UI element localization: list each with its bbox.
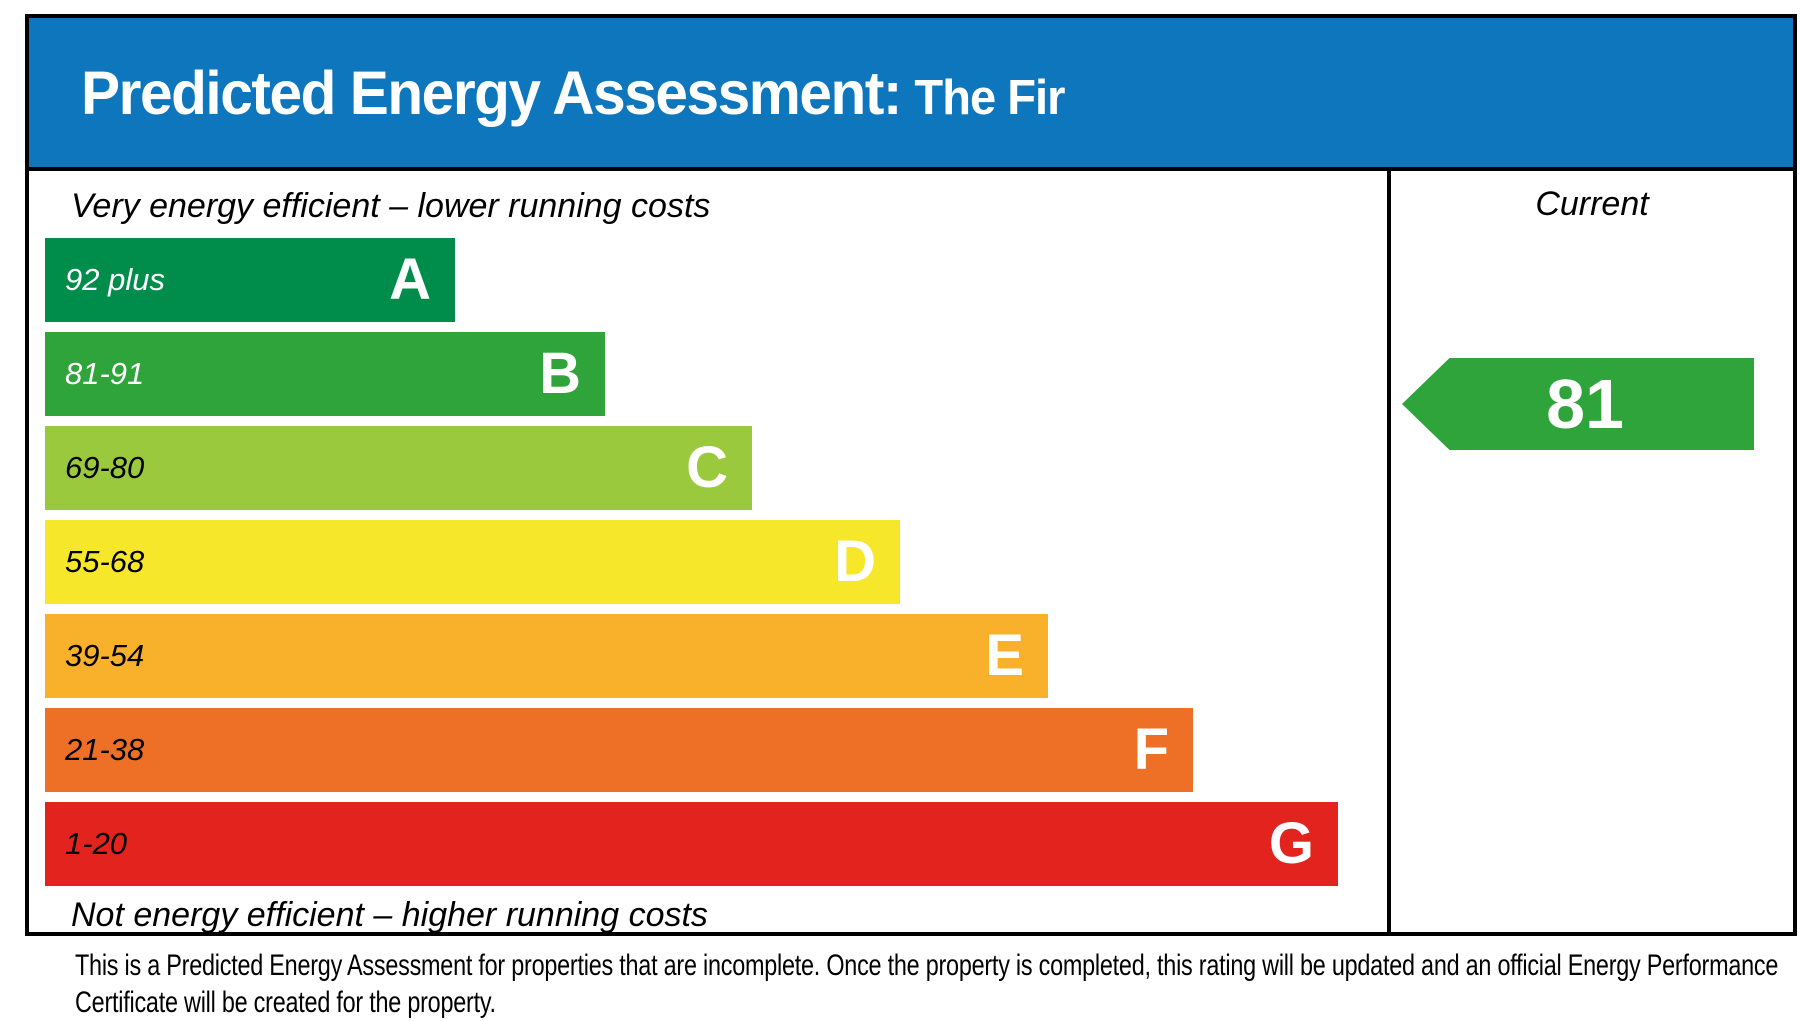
- scale-bottom-caption: Not energy efficient – higher running co…: [71, 896, 708, 934]
- band-range-label: 39-54: [65, 638, 145, 673]
- footer-line-1: This is a Predicted Energy Assessment fo…: [75, 949, 1779, 982]
- band-range-label: 55-68: [65, 544, 145, 579]
- band-range-label: 81-91: [65, 356, 145, 391]
- epc-header-bar: Predicted Energy Assessment: The Fir: [29, 18, 1793, 171]
- epc-chart-panel: Predicted Energy Assessment: The Fir Very…: [25, 14, 1797, 936]
- page-title: Predicted Energy Assessment: The Fir: [81, 58, 1065, 128]
- band-range-label: 69-80: [65, 450, 145, 485]
- epc-bands: 92 plus A 81-91 B 69-80 C 55-68 D 39-54 E 21-38 F 1-…: [45, 238, 1387, 886]
- band-letter: E: [985, 623, 1024, 688]
- epc-band-d: 55-68 D: [45, 520, 900, 604]
- band-range-label: 92 plus: [65, 262, 165, 297]
- current-rating-column: Current 81: [1387, 171, 1793, 932]
- footer-line-2: Certificate will be created for the prop…: [75, 986, 496, 1019]
- current-column-header: Current: [1535, 185, 1649, 223]
- epc-band-c: 69-80 C: [45, 426, 752, 510]
- page-title-property-name: The Fir: [914, 70, 1065, 125]
- epc-band-a: 92 plus A: [45, 238, 455, 322]
- epc-band-g: 1-20 G: [45, 802, 1338, 886]
- band-range-label: 21-38: [65, 732, 145, 767]
- band-letter: D: [834, 529, 876, 594]
- scale-top-caption: Very energy efficient – lower running co…: [71, 187, 711, 225]
- band-letter: G: [1268, 811, 1314, 876]
- epc-band-f: 21-38 F: [45, 708, 1193, 792]
- epc-band-e: 39-54 E: [45, 614, 1048, 698]
- page-title-main: Predicted Energy Assessment:: [81, 58, 902, 127]
- band-letter: B: [539, 341, 581, 406]
- band-range-label: 1-20: [65, 826, 128, 861]
- epc-band-b: 81-91 B: [45, 332, 605, 416]
- footer-disclaimer: This is a Predicted Energy Assessment fo…: [75, 947, 1800, 1021]
- band-letter: F: [1133, 717, 1169, 782]
- current-rating-value: 81: [1546, 365, 1624, 443]
- band-letter: A: [389, 247, 431, 312]
- band-letter: C: [686, 435, 728, 500]
- epc-body: Very energy efficient – lower running co…: [29, 171, 1793, 934]
- epc-rating-scale: Very energy efficient – lower running co…: [29, 171, 1387, 934]
- current-rating-arrow: 81: [1402, 358, 1754, 450]
